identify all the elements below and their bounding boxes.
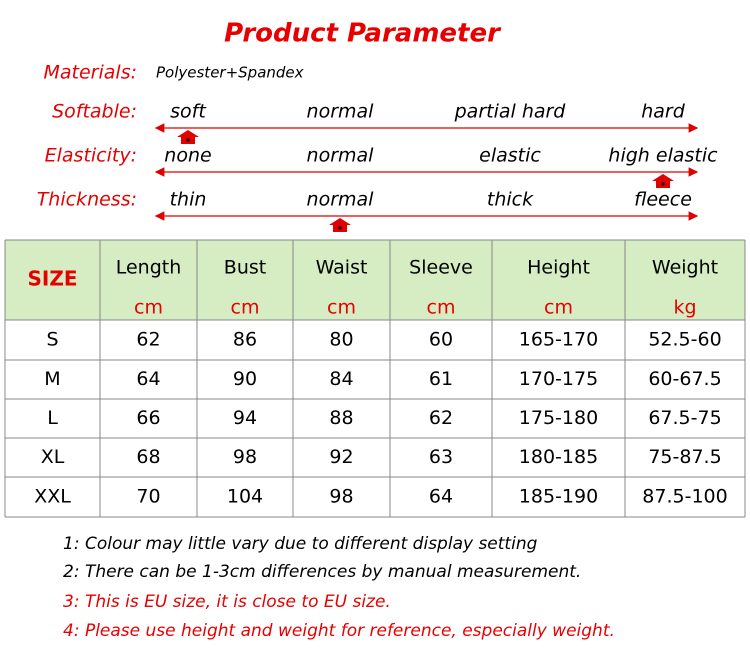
table-cell: 63 (429, 446, 453, 468)
table-cell: S (46, 329, 58, 351)
materials-label: Materials: (44, 62, 138, 84)
scale-option: soft (170, 101, 207, 123)
table-cell: 98 (329, 486, 353, 508)
scale-marker (177, 130, 199, 144)
note: 3: This is EU size, it is close to EU si… (63, 592, 391, 612)
table-cell: 52.5-60 (648, 329, 721, 351)
table-cell: M (44, 368, 60, 390)
scale-option: normal (307, 145, 375, 167)
table-cell: 60-67.5 (648, 368, 721, 390)
column-header: Waist (316, 257, 368, 279)
column-unit: cm (231, 297, 260, 319)
table-cell: 90 (233, 368, 257, 390)
table-cell: XXL (34, 486, 71, 508)
scale-marker-dot (661, 182, 665, 186)
scale-option: partial hard (454, 101, 567, 123)
table-cell: 92 (329, 446, 353, 468)
table-cell: 175-180 (519, 407, 598, 429)
column-unit: kg (673, 297, 696, 319)
scale-label: Thickness: (37, 189, 137, 211)
column-header: Height (527, 257, 590, 279)
column-header: Weight (652, 257, 718, 279)
scale-marker-dot (186, 138, 190, 142)
scale-label: Softable: (52, 101, 137, 123)
scale-option: thin (170, 189, 207, 211)
table-cell: 66 (136, 407, 160, 429)
table-cell: 62 (136, 329, 160, 351)
table-cell: XL (41, 446, 65, 468)
table-cell: 70 (136, 486, 160, 508)
table-cell: 87.5-100 (642, 486, 727, 508)
scale-option: hard (641, 101, 685, 123)
table-cell: 61 (429, 368, 453, 390)
scale-marker (652, 174, 674, 188)
column-header: Sleeve (409, 257, 473, 279)
column-unit: cm (427, 297, 456, 319)
table-cell: 64 (136, 368, 160, 390)
table-cell: 80 (329, 329, 353, 351)
note: 1: Colour may little vary due to differe… (63, 534, 538, 554)
table-cell: 84 (329, 368, 353, 390)
column-unit: cm (544, 297, 573, 319)
scale-option: elastic (479, 145, 541, 167)
size-header: SIZE (27, 267, 77, 291)
table-cell: L (47, 407, 58, 429)
table-cell: 75-87.5 (648, 446, 721, 468)
table-cell: 60 (429, 329, 453, 351)
table-cell: 98 (233, 446, 257, 468)
scale-option: high elastic (608, 145, 718, 167)
table-cell: 68 (136, 446, 160, 468)
column-unit: cm (327, 297, 356, 319)
scale-label: Elasticity: (45, 145, 137, 167)
scale-marker (329, 218, 351, 232)
scale-marker-dot (338, 226, 342, 230)
table-cell: 104 (227, 486, 263, 508)
table-cell: 94 (233, 407, 257, 429)
scale-option: none (164, 145, 211, 167)
table-cell: 180-185 (519, 446, 598, 468)
table-cell: 88 (329, 407, 353, 429)
materials-value: Polyester+Spandex (156, 64, 304, 82)
column-unit: cm (134, 297, 163, 319)
title: Product Parameter (224, 19, 502, 49)
table-cell: 170-175 (519, 368, 598, 390)
table-cell: 67.5-75 (648, 407, 721, 429)
scale-option: thick (487, 189, 534, 211)
note: 2: There can be 1-3cm differences by man… (63, 562, 581, 582)
table-cell: 62 (429, 407, 453, 429)
table-cell: 64 (429, 486, 453, 508)
column-header: Bust (224, 257, 266, 279)
scale-option: normal (307, 189, 375, 211)
column-header: Length (116, 257, 182, 279)
note: 4: Please use height and weight for refe… (63, 621, 615, 641)
scale-option: normal (307, 101, 375, 123)
table-cell: 86 (233, 329, 257, 351)
scale-option: fleece (634, 189, 692, 211)
table-cell: 185-190 (519, 486, 598, 508)
table-cell: 165-170 (519, 329, 598, 351)
table-header-bg (5, 240, 745, 320)
